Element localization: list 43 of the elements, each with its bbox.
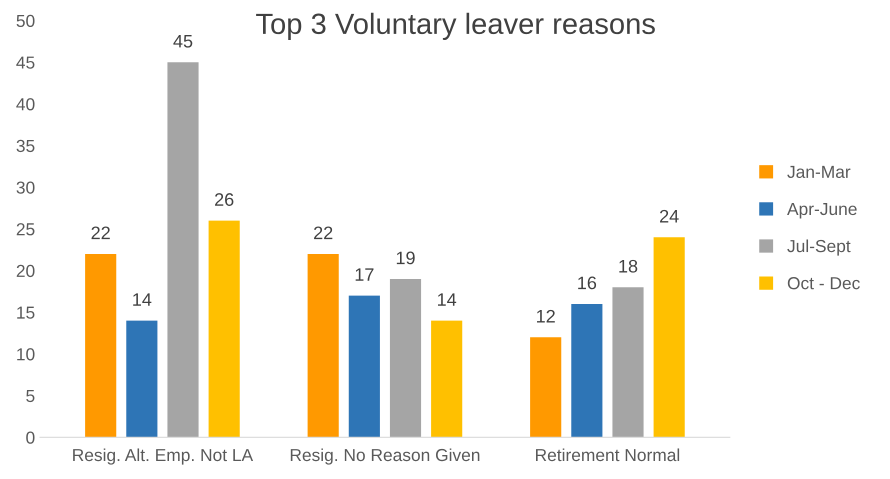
legend-label: Oct - Dec — [788, 277, 860, 290]
legend-label: Apr-June — [787, 203, 857, 219]
legend-label: Jul-Sept — [787, 239, 851, 256]
bar — [348, 296, 380, 438]
bar — [308, 254, 339, 438]
y-tick-label: 35 — [16, 140, 34, 152]
y-tick-label: 5 — [26, 390, 34, 402]
data-label: 24 — [660, 210, 679, 222]
bar — [654, 237, 685, 438]
data-label: 12 — [537, 310, 555, 322]
bar — [530, 337, 562, 438]
x-tick-label: Resig. No Reason Given — [290, 448, 480, 465]
bar — [431, 320, 462, 438]
y-tick-label: 25 — [16, 223, 34, 236]
bar — [126, 320, 158, 438]
data-label: 19 — [396, 252, 415, 264]
data-label: 17 — [356, 268, 374, 281]
bar — [167, 62, 199, 438]
bar — [390, 278, 422, 438]
bar — [85, 254, 116, 438]
data-label: 16 — [578, 276, 596, 290]
x-tick-label: Retirement Normal — [536, 448, 680, 462]
chart-title: Top 3 Voluntary leaver reasons — [256, 12, 655, 40]
data-label: 22 — [314, 226, 332, 240]
data-label: 22 — [92, 226, 110, 240]
y-tick-label: 10 — [17, 348, 35, 360]
bar — [571, 304, 602, 438]
y-tick-label: 40 — [16, 98, 35, 110]
y-tick-label: 15 — [17, 306, 34, 319]
data-label: 26 — [215, 193, 234, 206]
data-label: 14 — [438, 293, 456, 306]
data-label: 18 — [619, 260, 638, 273]
data-label: 45 — [173, 34, 192, 48]
legend-label: Jan-Mar — [787, 166, 850, 178]
y-tick-label: 20 — [16, 264, 35, 278]
y-tick-label: 0 — [26, 431, 35, 444]
bar — [612, 287, 644, 438]
y-tick-label: 50 — [16, 14, 35, 28]
y-tick-label: 30 — [16, 181, 35, 194]
y-tick-label: 45 — [16, 56, 34, 69]
x-tick-label: Resig. Alt. Emp. Not LA — [73, 448, 254, 465]
data-label: 14 — [133, 293, 152, 306]
bar — [208, 220, 240, 438]
